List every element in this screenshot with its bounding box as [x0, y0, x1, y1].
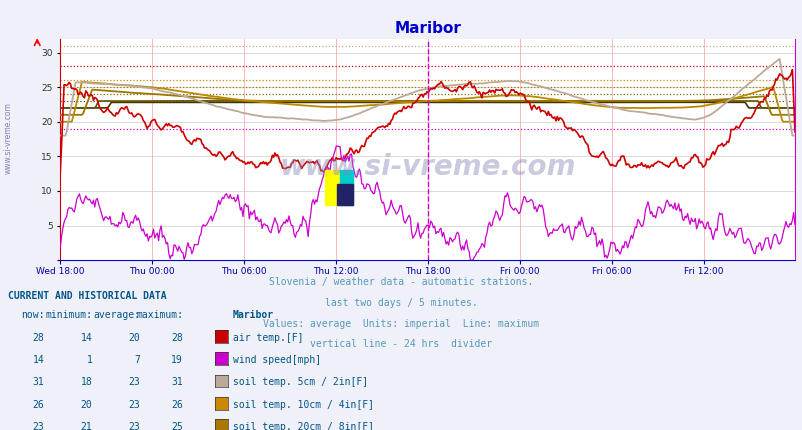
- Text: 21: 21: [80, 422, 92, 430]
- Text: 19: 19: [171, 355, 183, 365]
- Text: 23: 23: [128, 399, 140, 410]
- Text: now:: now:: [21, 310, 44, 320]
- Text: Maribor: Maribor: [233, 310, 273, 320]
- Text: www.si-vreme.com: www.si-vreme.com: [4, 101, 13, 174]
- Text: maximum:: maximum:: [136, 310, 183, 320]
- Text: 23: 23: [128, 422, 140, 430]
- Text: last two days / 5 minutes.: last two days / 5 minutes.: [325, 298, 477, 308]
- Text: 7: 7: [135, 355, 140, 365]
- Text: 31: 31: [32, 377, 44, 387]
- Text: 20: 20: [128, 332, 140, 343]
- Text: 26: 26: [32, 399, 44, 410]
- Bar: [337, 184, 352, 205]
- Text: 25: 25: [171, 422, 183, 430]
- Text: 14: 14: [80, 332, 92, 343]
- Title: Maribor: Maribor: [394, 21, 460, 36]
- Text: soil temp. 5cm / 2in[F]: soil temp. 5cm / 2in[F]: [233, 377, 367, 387]
- Text: 31: 31: [171, 377, 183, 387]
- Text: Slovenia / weather data - automatic stations.: Slovenia / weather data - automatic stat…: [269, 277, 533, 287]
- Text: 28: 28: [171, 332, 183, 343]
- Bar: [324, 170, 340, 205]
- Text: air temp.[F]: air temp.[F]: [233, 332, 303, 343]
- Text: 23: 23: [32, 422, 44, 430]
- Text: CURRENT AND HISTORICAL DATA: CURRENT AND HISTORICAL DATA: [8, 291, 167, 301]
- Text: wind speed[mph]: wind speed[mph]: [233, 355, 321, 365]
- Text: 20: 20: [80, 399, 92, 410]
- Text: average:: average:: [93, 310, 140, 320]
- Text: vertical line - 24 hrs  divider: vertical line - 24 hrs divider: [310, 339, 492, 349]
- Text: 18: 18: [80, 377, 92, 387]
- Bar: [340, 170, 352, 205]
- Text: soil temp. 20cm / 8in[F]: soil temp. 20cm / 8in[F]: [233, 422, 374, 430]
- Text: www.si-vreme.com: www.si-vreme.com: [279, 153, 575, 181]
- Text: soil temp. 10cm / 4in[F]: soil temp. 10cm / 4in[F]: [233, 399, 374, 410]
- Text: 28: 28: [32, 332, 44, 343]
- Text: 26: 26: [171, 399, 183, 410]
- Text: minimum:: minimum:: [45, 310, 92, 320]
- Text: Values: average  Units: imperial  Line: maximum: Values: average Units: imperial Line: ma…: [263, 319, 539, 329]
- Text: 1: 1: [87, 355, 92, 365]
- Text: 14: 14: [32, 355, 44, 365]
- Text: 23: 23: [128, 377, 140, 387]
